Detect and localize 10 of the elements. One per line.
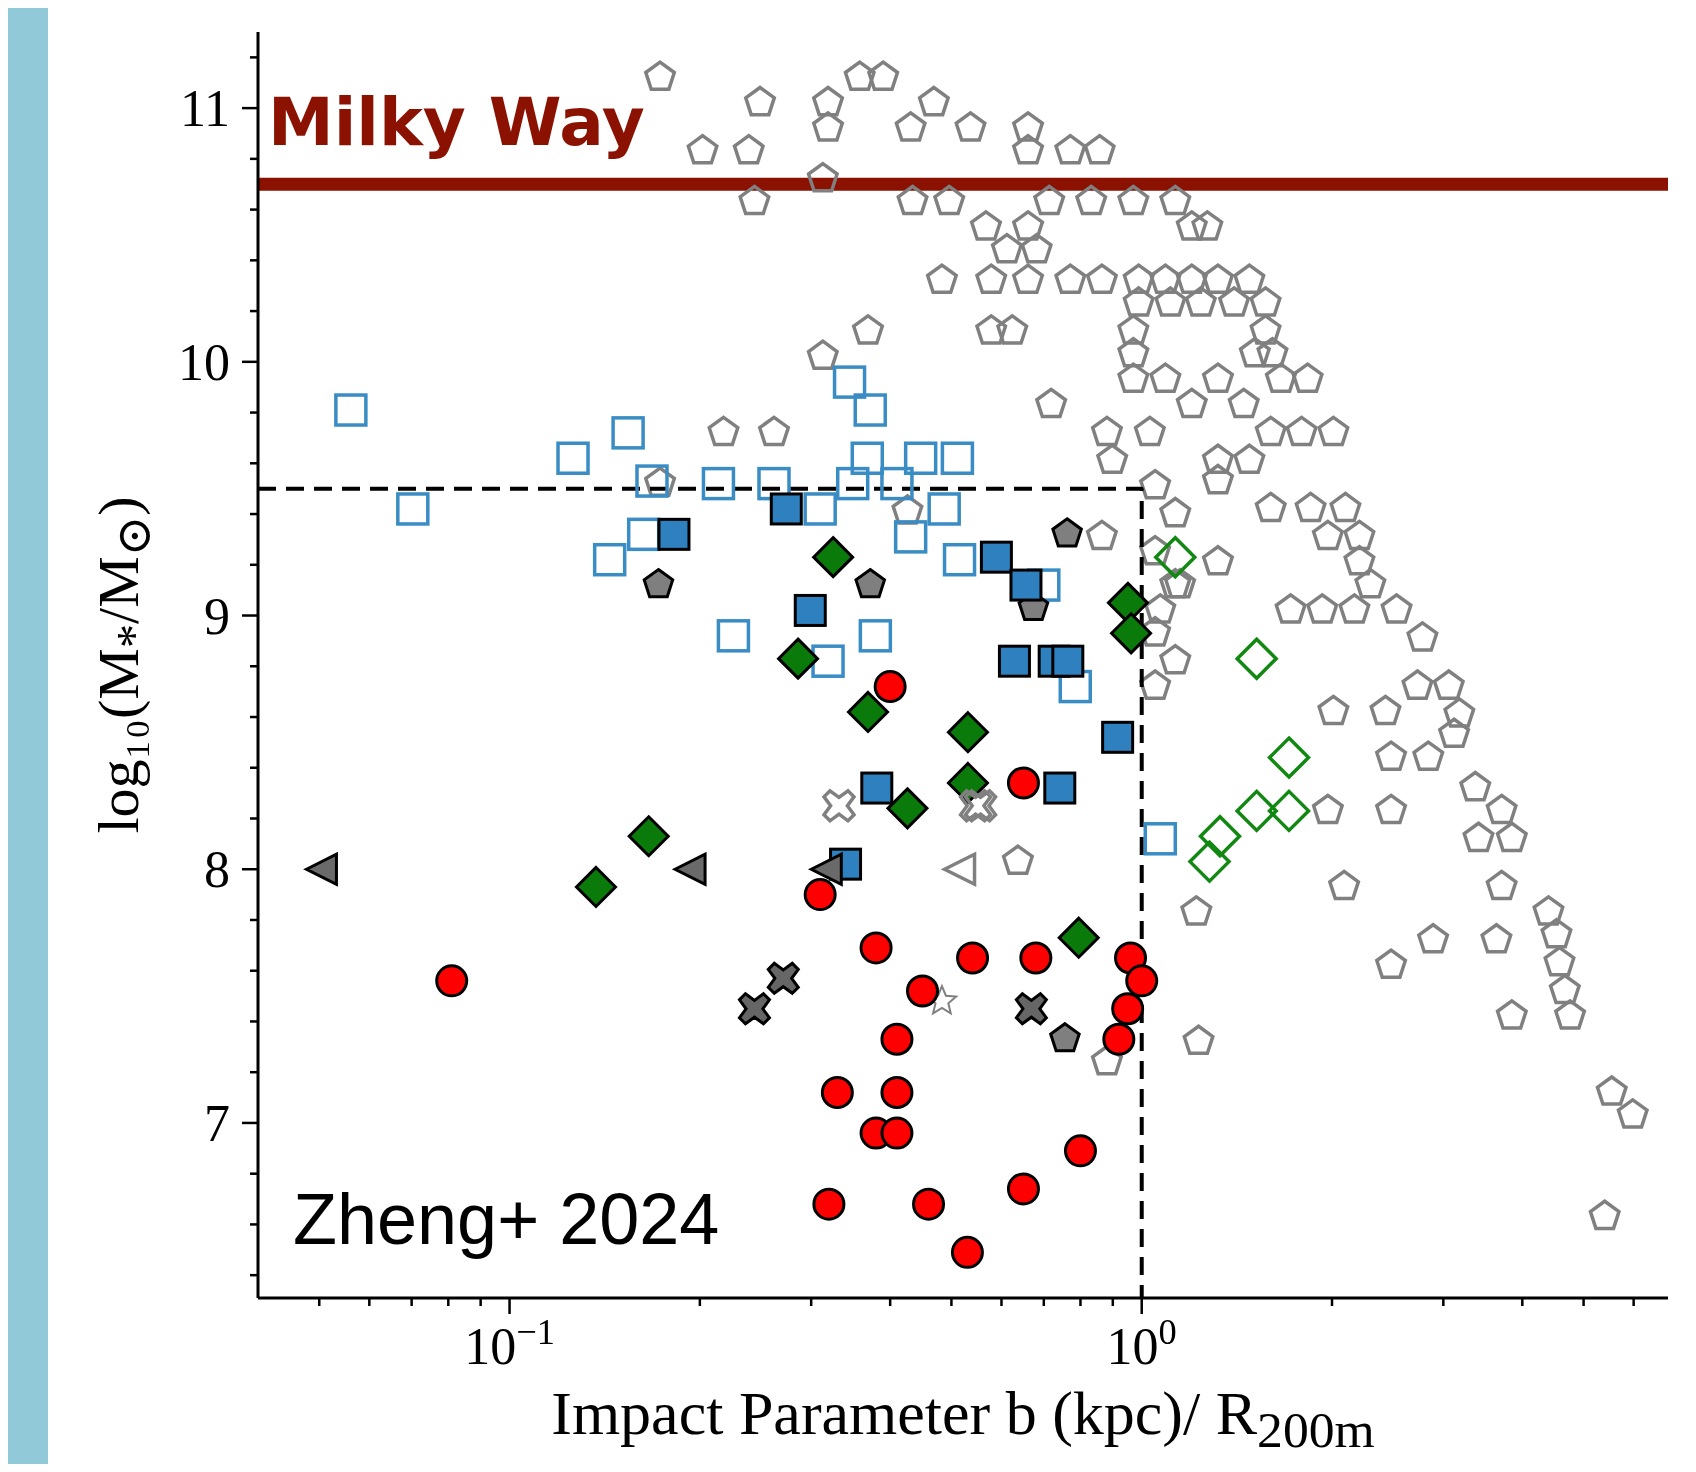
- annotation: Zheng+ 2024: [293, 1178, 720, 1260]
- x-tick-label: 10$^{0}$: [1106, 1312, 1177, 1375]
- y-tick-label: 10: [178, 334, 230, 392]
- x-axis-title: Impact Parameter b (kpc)/ R$_{200m}$: [550, 1378, 1376, 1460]
- y-tick-label: 7: [204, 1095, 230, 1153]
- y-tick-label: 8: [204, 841, 230, 899]
- y-tick-label: 11: [179, 80, 230, 138]
- x-tick-label: 10$^{−1}$: [464, 1312, 555, 1375]
- ref-line-label: Milky Way: [268, 84, 645, 162]
- y-tick-label: 9: [204, 587, 230, 645]
